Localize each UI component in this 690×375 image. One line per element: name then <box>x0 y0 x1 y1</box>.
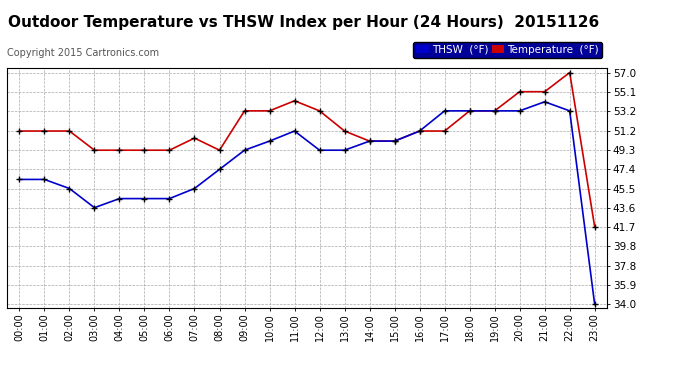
Text: Outdoor Temperature vs THSW Index per Hour (24 Hours)  20151126: Outdoor Temperature vs THSW Index per Ho… <box>8 15 599 30</box>
Legend: THSW  (°F), Temperature  (°F): THSW (°F), Temperature (°F) <box>413 42 602 58</box>
Text: Copyright 2015 Cartronics.com: Copyright 2015 Cartronics.com <box>7 48 159 58</box>
